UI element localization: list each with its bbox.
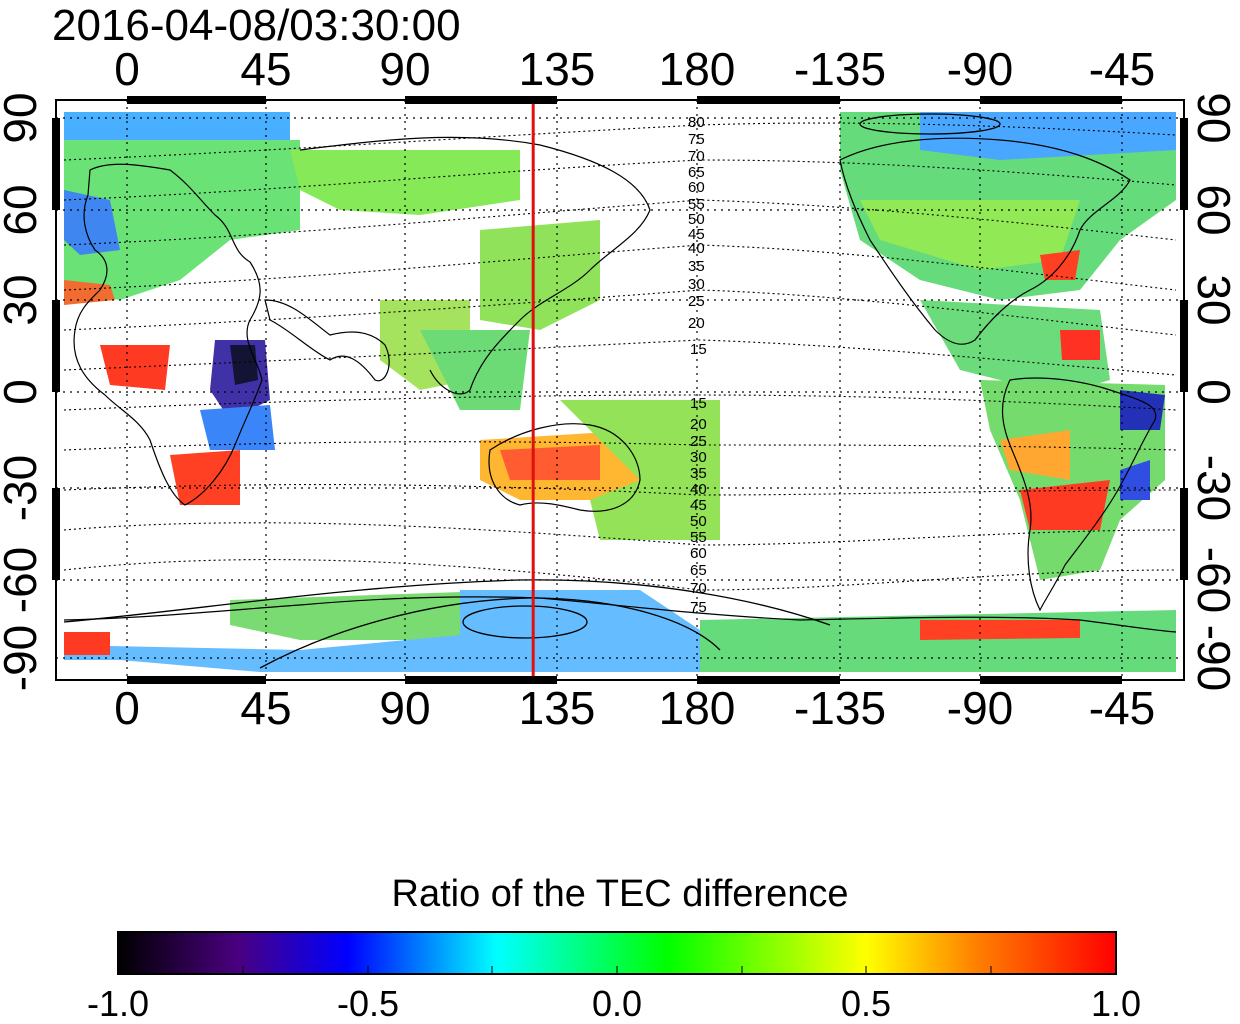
lon-tick-bottom: 0: [114, 682, 140, 734]
frame-bands: [52, 96, 1188, 684]
lon-tick-top: 180: [658, 43, 736, 95]
contour-label: 30: [688, 276, 705, 293]
contour-label: 25: [690, 433, 707, 450]
contour-label: 65: [690, 562, 707, 579]
colorbar-title: Ratio of the TEC difference: [391, 873, 849, 915]
contour-label: 50: [690, 513, 707, 530]
contour-label: 15: [690, 341, 707, 358]
lon-tick-bottom: 90: [379, 682, 431, 734]
coastlines: [63, 136, 1177, 633]
colorbar-tick: -1.0: [86, 983, 150, 1024]
lon-tick-top: -135: [793, 43, 887, 95]
colorbar-tick: -0.5: [336, 983, 400, 1024]
contour-label: 15: [690, 395, 707, 412]
contour-label: 50: [688, 211, 705, 228]
lon-tick-top: -90: [946, 43, 1014, 95]
contour-label: 75: [688, 131, 705, 148]
contour-label: 65: [688, 164, 705, 181]
contour-label: 20: [690, 416, 707, 433]
contour-label: 70: [688, 148, 705, 165]
contour-label: 55: [690, 529, 707, 546]
lon-tick-bottom: -135: [793, 682, 887, 734]
colorbar-tick: 0.5: [840, 983, 892, 1024]
contour-label: 20: [688, 315, 705, 332]
lon-tick-top: -45: [1088, 43, 1156, 95]
contour-label: 60: [690, 545, 707, 562]
contour-label: 35: [690, 465, 707, 482]
lon-tick-top: 135: [518, 43, 596, 95]
lon-tick-bottom: -90: [946, 682, 1014, 734]
lon-tick-bottom: 135: [518, 682, 596, 734]
lon-tick-bottom: 180: [658, 682, 736, 734]
map-title: 2016-04-08/03:30:00: [52, 1, 461, 50]
lon-tick-top: 45: [240, 43, 292, 95]
colorbar-tick: 1.0: [1090, 983, 1142, 1024]
contour-label: 70: [690, 580, 707, 597]
contour-label: 60: [688, 179, 705, 196]
contour-label: 80: [688, 114, 705, 131]
contour-labels-north: 80 75 70 65 60 55 50 45 40 35 30 25 20 1…: [688, 114, 707, 358]
contour-label: 30: [690, 449, 707, 466]
contour-label: 35: [688, 258, 705, 275]
contour-labels-south: 15 20 25 30 35 40 45 50 55 60 65 70 75: [690, 395, 707, 616]
lon-tick-bottom: -45: [1088, 682, 1156, 734]
contour-label: 75: [690, 599, 707, 616]
colorbar: [117, 931, 1117, 975]
lon-tick-bottom: 45: [240, 682, 292, 734]
graticule: [56, 100, 1184, 680]
magnetic-contours: [63, 122, 1177, 591]
contour-label: 40: [690, 481, 707, 498]
lon-tick-top: 90: [379, 43, 431, 95]
colorbar-tick: 0.0: [591, 983, 643, 1024]
contour-label: 55: [688, 196, 705, 213]
tec-coverage: [64, 112, 1176, 672]
lon-tick-top: 0: [114, 43, 140, 95]
contour-label: 25: [688, 293, 705, 310]
colorbar-minor-ticks: [242, 966, 992, 974]
contour-label: 45: [688, 226, 705, 243]
contour-label: 45: [690, 497, 707, 514]
contour-label: 40: [688, 240, 705, 257]
